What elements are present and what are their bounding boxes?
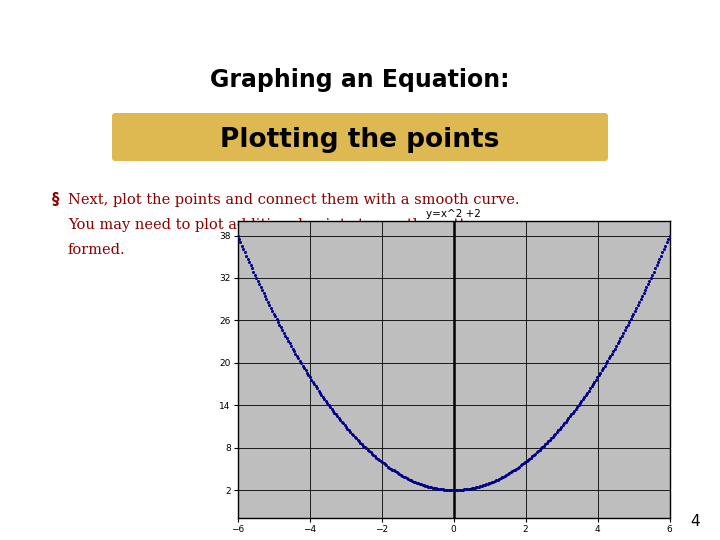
- Text: Next, plot the points and connect them with a smooth curve.: Next, plot the points and connect them w…: [68, 193, 520, 207]
- Title: y=x^2 +2: y=x^2 +2: [426, 209, 481, 219]
- Text: §: §: [52, 192, 59, 207]
- Text: 4: 4: [690, 515, 700, 530]
- Text: Plotting the points: Plotting the points: [220, 127, 500, 153]
- FancyBboxPatch shape: [112, 113, 608, 161]
- Text: You may need to plot additional points to see the pattern: You may need to plot additional points t…: [68, 218, 490, 232]
- Text: formed.: formed.: [68, 243, 125, 257]
- Text: Graphing an Equation:: Graphing an Equation:: [210, 68, 510, 92]
